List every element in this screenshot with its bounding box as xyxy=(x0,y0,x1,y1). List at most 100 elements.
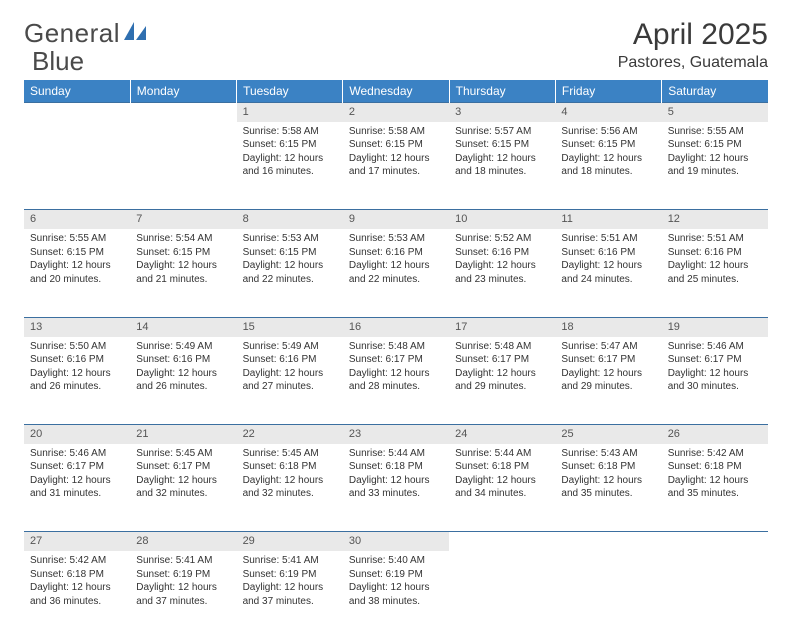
day-number-cell xyxy=(555,532,661,551)
day-number-cell: 4 xyxy=(555,103,661,122)
day-content-cell: Sunrise: 5:49 AMSunset: 6:16 PMDaylight:… xyxy=(130,337,236,425)
dl2-text: and 32 minutes. xyxy=(136,487,230,501)
day-number-cell: 26 xyxy=(662,425,768,444)
daynum-row: 13141516171819 xyxy=(24,317,768,336)
day-content-cell: Sunrise: 5:46 AMSunset: 6:17 PMDaylight:… xyxy=(24,444,130,532)
day-content-cell: Sunrise: 5:41 AMSunset: 6:19 PMDaylight:… xyxy=(130,551,236,639)
day-number-cell: 2 xyxy=(343,103,449,122)
dl2-text: and 32 minutes. xyxy=(243,487,337,501)
dl2-text: and 22 minutes. xyxy=(243,273,337,287)
sunrise-text: Sunrise: 5:44 AM xyxy=(349,447,443,461)
sunset-text: Sunset: 6:17 PM xyxy=(349,353,443,367)
sunset-text: Sunset: 6:15 PM xyxy=(243,138,337,152)
sunset-text: Sunset: 6:16 PM xyxy=(668,246,762,260)
day-content-cell: Sunrise: 5:55 AMSunset: 6:15 PMDaylight:… xyxy=(662,122,768,210)
day-number-cell: 13 xyxy=(24,317,130,336)
sunrise-text: Sunrise: 5:48 AM xyxy=(349,340,443,354)
sunrise-text: Sunrise: 5:46 AM xyxy=(668,340,762,354)
day-content-row: Sunrise: 5:58 AMSunset: 6:15 PMDaylight:… xyxy=(24,122,768,210)
location-label: Pastores, Guatemala xyxy=(618,54,768,72)
sunrise-text: Sunrise: 5:41 AM xyxy=(243,554,337,568)
dl2-text: and 34 minutes. xyxy=(455,487,549,501)
day-content-cell xyxy=(130,122,236,210)
day-content-cell: Sunrise: 5:49 AMSunset: 6:16 PMDaylight:… xyxy=(237,337,343,425)
sunset-text: Sunset: 6:16 PM xyxy=(455,246,549,260)
dl2-text: and 21 minutes. xyxy=(136,273,230,287)
dl1-text: Daylight: 12 hours xyxy=(349,474,443,488)
sunrise-text: Sunrise: 5:42 AM xyxy=(668,447,762,461)
sunrise-text: Sunrise: 5:45 AM xyxy=(136,447,230,461)
calendar-page: General April 2025 Pastores, Guatemala B… xyxy=(0,0,792,612)
sunrise-text: Sunrise: 5:55 AM xyxy=(30,232,124,246)
dl1-text: Daylight: 12 hours xyxy=(349,259,443,273)
day-content-cell: Sunrise: 5:58 AMSunset: 6:15 PMDaylight:… xyxy=(237,122,343,210)
col-monday: Monday xyxy=(130,80,236,103)
day-content-cell: Sunrise: 5:51 AMSunset: 6:16 PMDaylight:… xyxy=(555,229,661,317)
day-number-cell: 10 xyxy=(449,210,555,229)
dl2-text: and 26 minutes. xyxy=(30,380,124,394)
dl1-text: Daylight: 12 hours xyxy=(455,474,549,488)
day-number-cell: 24 xyxy=(449,425,555,444)
sunset-text: Sunset: 6:19 PM xyxy=(243,568,337,582)
sunrise-text: Sunrise: 5:48 AM xyxy=(455,340,549,354)
col-wednesday: Wednesday xyxy=(343,80,449,103)
col-tuesday: Tuesday xyxy=(237,80,343,103)
dl1-text: Daylight: 12 hours xyxy=(30,367,124,381)
day-number-cell: 27 xyxy=(24,532,130,551)
sunset-text: Sunset: 6:18 PM xyxy=(561,460,655,474)
sunset-text: Sunset: 6:16 PM xyxy=(136,353,230,367)
dl1-text: Daylight: 12 hours xyxy=(30,581,124,595)
day-number-cell: 16 xyxy=(343,317,449,336)
sunset-text: Sunset: 6:15 PM xyxy=(136,246,230,260)
dl2-text: and 23 minutes. xyxy=(455,273,549,287)
day-content-cell: Sunrise: 5:46 AMSunset: 6:17 PMDaylight:… xyxy=(662,337,768,425)
day-number-cell: 30 xyxy=(343,532,449,551)
dl1-text: Daylight: 12 hours xyxy=(455,367,549,381)
day-content-cell: Sunrise: 5:53 AMSunset: 6:15 PMDaylight:… xyxy=(237,229,343,317)
sunrise-text: Sunrise: 5:44 AM xyxy=(455,447,549,461)
day-number-cell: 9 xyxy=(343,210,449,229)
sunrise-text: Sunrise: 5:49 AM xyxy=(136,340,230,354)
dl2-text: and 37 minutes. xyxy=(243,595,337,609)
dl2-text: and 35 minutes. xyxy=(668,487,762,501)
day-number-cell: 6 xyxy=(24,210,130,229)
sunrise-text: Sunrise: 5:43 AM xyxy=(561,447,655,461)
sunrise-text: Sunrise: 5:41 AM xyxy=(136,554,230,568)
day-number-cell: 28 xyxy=(130,532,236,551)
dl1-text: Daylight: 12 hours xyxy=(561,259,655,273)
sunset-text: Sunset: 6:17 PM xyxy=(668,353,762,367)
sunset-text: Sunset: 6:17 PM xyxy=(136,460,230,474)
dl1-text: Daylight: 12 hours xyxy=(243,259,337,273)
day-content-cell: Sunrise: 5:58 AMSunset: 6:15 PMDaylight:… xyxy=(343,122,449,210)
sunrise-text: Sunrise: 5:40 AM xyxy=(349,554,443,568)
day-content-cell: Sunrise: 5:44 AMSunset: 6:18 PMDaylight:… xyxy=(449,444,555,532)
dl2-text: and 29 minutes. xyxy=(561,380,655,394)
dl2-text: and 38 minutes. xyxy=(349,595,443,609)
dl1-text: Daylight: 12 hours xyxy=(243,152,337,166)
day-number-cell: 5 xyxy=(662,103,768,122)
day-content-cell: Sunrise: 5:42 AMSunset: 6:18 PMDaylight:… xyxy=(24,551,130,639)
day-content-cell: Sunrise: 5:57 AMSunset: 6:15 PMDaylight:… xyxy=(449,122,555,210)
sunrise-text: Sunrise: 5:58 AM xyxy=(349,125,443,139)
day-number-cell: 20 xyxy=(24,425,130,444)
day-content-cell: Sunrise: 5:47 AMSunset: 6:17 PMDaylight:… xyxy=(555,337,661,425)
sunset-text: Sunset: 6:15 PM xyxy=(349,138,443,152)
day-number-cell: 3 xyxy=(449,103,555,122)
day-number-cell: 17 xyxy=(449,317,555,336)
day-content-cell: Sunrise: 5:51 AMSunset: 6:16 PMDaylight:… xyxy=(662,229,768,317)
dl1-text: Daylight: 12 hours xyxy=(561,152,655,166)
title-block: April 2025 Pastores, Guatemala xyxy=(618,18,768,72)
dl2-text: and 28 minutes. xyxy=(349,380,443,394)
brand-logo: General xyxy=(24,18,150,49)
sunset-text: Sunset: 6:15 PM xyxy=(561,138,655,152)
dl2-text: and 37 minutes. xyxy=(136,595,230,609)
dl2-text: and 31 minutes. xyxy=(30,487,124,501)
dl2-text: and 26 minutes. xyxy=(136,380,230,394)
month-title: April 2025 xyxy=(618,18,768,52)
sunset-text: Sunset: 6:17 PM xyxy=(455,353,549,367)
dl1-text: Daylight: 12 hours xyxy=(668,367,762,381)
day-number-cell: 22 xyxy=(237,425,343,444)
sunset-text: Sunset: 6:18 PM xyxy=(30,568,124,582)
day-number-cell: 29 xyxy=(237,532,343,551)
sunrise-text: Sunrise: 5:53 AM xyxy=(243,232,337,246)
